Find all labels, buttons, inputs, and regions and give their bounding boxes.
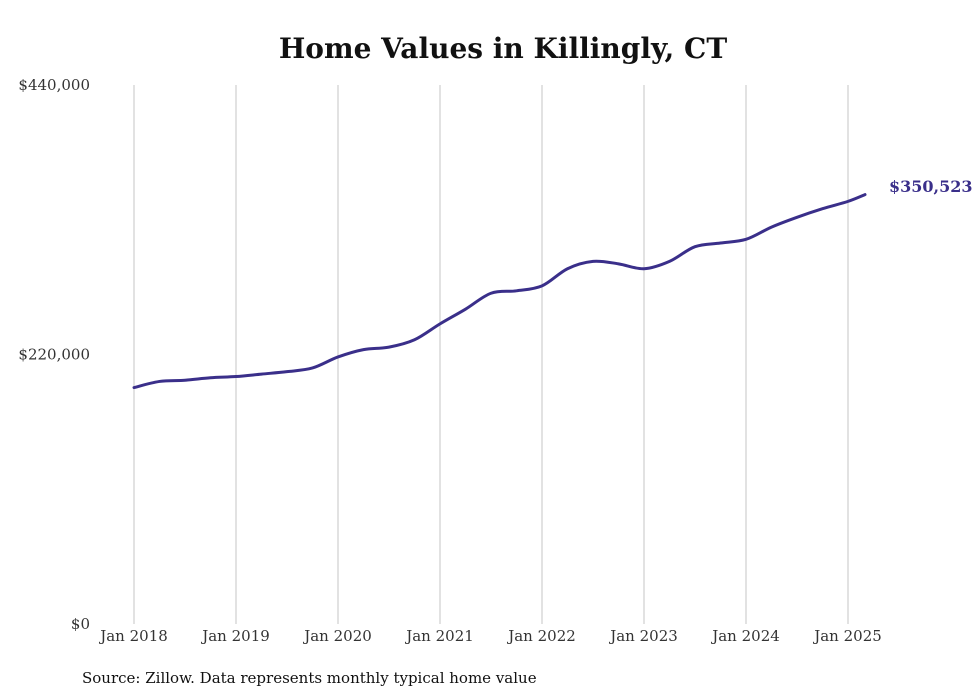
series-group: [132, 193, 867, 390]
x-tick-label: Jan 2024: [710, 627, 780, 645]
x-tick-label: Jan 2018: [98, 627, 168, 645]
end-value-label: $350,523: [889, 177, 973, 196]
x-tick-label: Jan 2020: [302, 627, 372, 645]
series-line: [132, 193, 867, 390]
y-tick-label: $220,000: [18, 346, 90, 364]
x-tick-label: Jan 2023: [608, 627, 678, 645]
y-axis: $0 $220,000 $440,000: [18, 76, 90, 633]
y-tick-label: $440,000: [18, 76, 90, 94]
x-tick-label: Jan 2025: [812, 627, 882, 645]
source-note: Source: Zillow. Data represents monthly …: [82, 669, 537, 687]
x-axis: Jan 2018 Jan 2019 Jan 2020 Jan 2021 Jan 2022…: [98, 627, 882, 645]
x-tick-label: Jan 2021: [404, 627, 474, 645]
gridlines: [133, 85, 849, 624]
x-tick-label: Jan 2019: [200, 627, 270, 645]
x-tick-label: Jan 2022: [506, 627, 576, 645]
chart-title: Home Values in Killingly, CT: [279, 32, 728, 65]
y-tick-label: $0: [71, 615, 90, 633]
